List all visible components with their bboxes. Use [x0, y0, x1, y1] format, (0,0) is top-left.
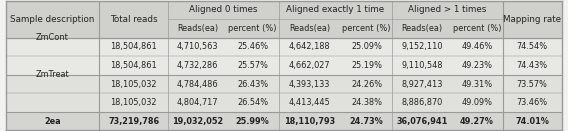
Text: 25.19%: 25.19% — [351, 61, 382, 70]
Text: percent (%): percent (%) — [453, 24, 501, 33]
Text: 8,886,870: 8,886,870 — [401, 98, 442, 107]
Text: 36,076,941: 36,076,941 — [396, 117, 448, 125]
Text: 4,732,286: 4,732,286 — [177, 61, 218, 70]
Text: 4,784,486: 4,784,486 — [177, 80, 218, 89]
Text: Total reads: Total reads — [110, 15, 157, 24]
Text: ZmCont: ZmCont — [36, 33, 69, 42]
Text: percent (%): percent (%) — [228, 24, 277, 33]
Text: 4,804,717: 4,804,717 — [177, 98, 218, 107]
Text: 49.09%: 49.09% — [462, 98, 492, 107]
Text: ZmTreat: ZmTreat — [36, 70, 69, 79]
Text: 25.09%: 25.09% — [351, 42, 382, 51]
Text: 18,105,032: 18,105,032 — [110, 80, 157, 89]
Text: 4,413,445: 4,413,445 — [289, 98, 331, 107]
Text: 24.38%: 24.38% — [351, 98, 382, 107]
Text: Aligned exactly 1 time: Aligned exactly 1 time — [286, 6, 385, 14]
Text: 18,110,793: 18,110,793 — [284, 117, 335, 125]
Bar — [6, 93, 562, 112]
Text: percent (%): percent (%) — [343, 24, 391, 33]
Text: Reads(ea): Reads(ea) — [289, 24, 330, 33]
Text: 49.31%: 49.31% — [461, 80, 492, 89]
Bar — [6, 112, 562, 130]
Text: 24.26%: 24.26% — [351, 80, 382, 89]
Text: 18,504,861: 18,504,861 — [110, 61, 157, 70]
Text: 73.57%: 73.57% — [517, 80, 548, 89]
Text: 26.43%: 26.43% — [237, 80, 268, 89]
Text: Aligned 0 times: Aligned 0 times — [189, 6, 258, 14]
Text: 73.46%: 73.46% — [517, 98, 548, 107]
Text: 18,105,032: 18,105,032 — [110, 98, 157, 107]
Text: 24.73%: 24.73% — [350, 117, 383, 125]
Text: 74.01%: 74.01% — [515, 117, 549, 125]
Text: 19,032,052: 19,032,052 — [172, 117, 223, 125]
Text: 2ea: 2ea — [44, 117, 61, 125]
Text: Aligned > 1 times: Aligned > 1 times — [408, 6, 487, 14]
Text: Sample description: Sample description — [10, 15, 95, 24]
Text: 25.57%: 25.57% — [237, 61, 268, 70]
Bar — [6, 1, 562, 38]
Text: Reads(ea): Reads(ea) — [177, 24, 218, 33]
Text: 25.46%: 25.46% — [237, 42, 268, 51]
Text: 9,110,548: 9,110,548 — [401, 61, 442, 70]
Text: 73,219,786: 73,219,786 — [108, 117, 159, 125]
Text: 25.99%: 25.99% — [236, 117, 270, 125]
Text: 9,152,110: 9,152,110 — [401, 42, 442, 51]
Text: 4,662,027: 4,662,027 — [289, 61, 331, 70]
Text: 26.54%: 26.54% — [237, 98, 268, 107]
Text: Reads(ea): Reads(ea) — [401, 24, 442, 33]
Text: 4,642,188: 4,642,188 — [289, 42, 331, 51]
Text: 49.23%: 49.23% — [462, 61, 492, 70]
Text: Mapping rate: Mapping rate — [503, 15, 561, 24]
Text: 74.43%: 74.43% — [517, 61, 548, 70]
Text: 18,504,861: 18,504,861 — [110, 42, 157, 51]
Text: 4,710,563: 4,710,563 — [177, 42, 218, 51]
Text: 74.54%: 74.54% — [517, 42, 548, 51]
Text: 8,927,413: 8,927,413 — [401, 80, 442, 89]
Text: 49.46%: 49.46% — [461, 42, 492, 51]
Bar — [6, 38, 562, 56]
Bar — [6, 75, 562, 93]
Text: 4,393,133: 4,393,133 — [289, 80, 331, 89]
Bar — [6, 56, 562, 75]
Text: 49.27%: 49.27% — [460, 117, 494, 125]
